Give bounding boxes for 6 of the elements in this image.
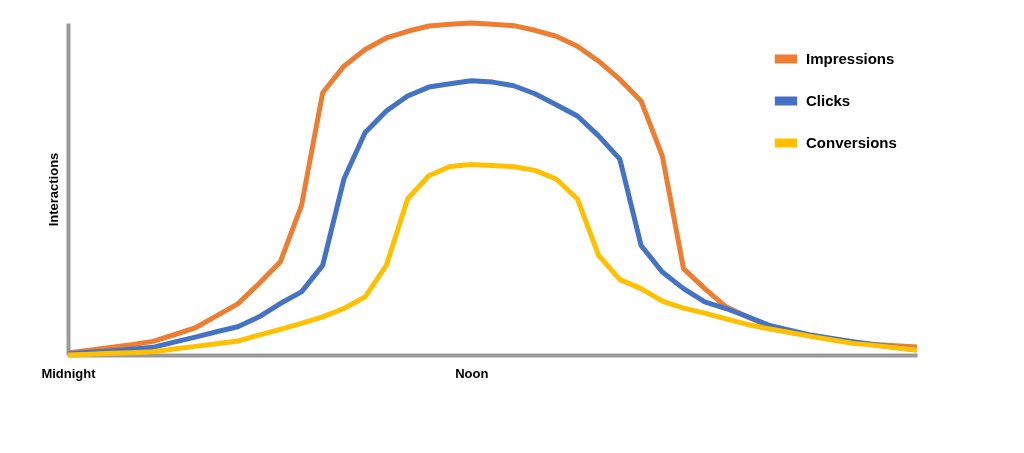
y-axis-title: Interactions [45,152,61,227]
legend-label: Impressions [806,50,895,67]
x-tick-label: Midnight [41,365,97,381]
x-tick-label: Noon [455,365,489,381]
legend-label: Clicks [806,92,851,109]
legend-label: Conversions [806,134,897,151]
